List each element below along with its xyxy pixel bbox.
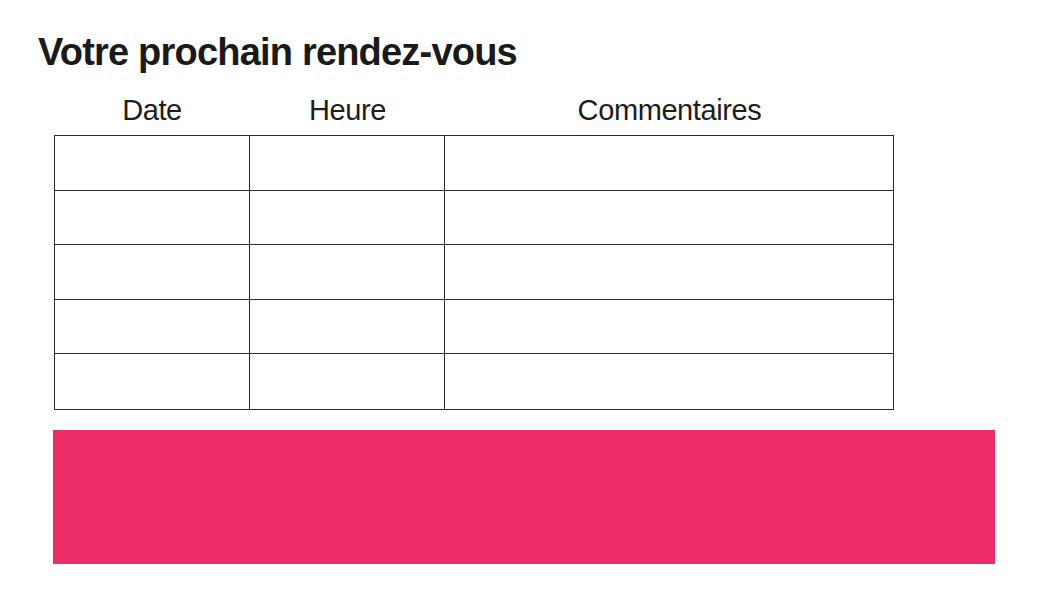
column-header-date: Date — [54, 92, 250, 130]
appointments-table — [54, 135, 894, 410]
pink-banner — [53, 430, 995, 564]
table-cell — [445, 191, 893, 246]
column-header-heure: Heure — [250, 92, 445, 130]
table-cell — [445, 300, 893, 355]
table-cell — [445, 354, 893, 409]
table-cell — [250, 245, 445, 300]
page-title: Votre prochain rendez-vous — [38, 27, 517, 77]
table-header-row: Date Heure Commentaires — [54, 92, 894, 130]
table-cell — [55, 136, 250, 191]
table-cell — [55, 300, 250, 355]
column-header-commentaires: Commentaires — [445, 92, 894, 130]
page: Votre prochain rendez-vous Date Heure Co… — [0, 0, 1050, 600]
table-cell — [250, 300, 445, 355]
table-cell — [55, 354, 250, 409]
table-cell — [445, 136, 893, 191]
table-cell — [250, 191, 445, 246]
table-cell — [250, 136, 445, 191]
table-cell — [445, 245, 893, 300]
table-cell — [55, 245, 250, 300]
table-cell — [55, 191, 250, 246]
table-cell — [250, 354, 445, 409]
